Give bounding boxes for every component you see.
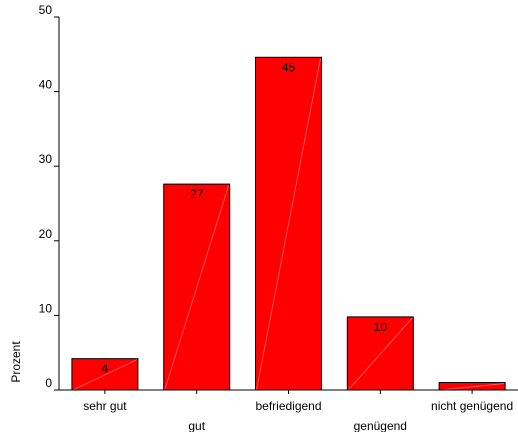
bars-layer: 4 27 45 10 (71, 56, 506, 391)
y-ticks: 0 10 20 30 40 50 (39, 3, 59, 391)
bar-value-label: 10 (374, 320, 388, 334)
y-tick-label: 20 (39, 227, 53, 241)
bar-diagonal-artifact (348, 317, 413, 391)
x-tick-label: gut (188, 419, 205, 432)
y-tick-label: 40 (39, 78, 53, 92)
bar-diagonal-artifact (256, 58, 321, 391)
x-tick-label: sehr gut (83, 399, 127, 413)
y-tick-label: 30 (39, 152, 53, 166)
bar-diagonal-artifact (164, 184, 230, 391)
bar-diagonal-artifact (72, 359, 138, 391)
x-tick-label: nicht genügend (431, 399, 513, 413)
y-tick-label: 50 (39, 3, 53, 17)
x-tick-label: befriedigend (255, 399, 321, 413)
x-tick-labels: sehr gut gut befriedigend genügend nicht gen… (83, 390, 513, 432)
y-tick-label: 0 (45, 376, 52, 390)
bar-value-label: 45 (282, 60, 296, 74)
y-tick-label: 10 (39, 301, 53, 315)
bar-value-label: 27 (190, 187, 204, 201)
bar (71, 358, 139, 391)
y-axis-title: Prozent (9, 341, 23, 383)
x-tick-label: genügend (354, 419, 407, 432)
bar-diagonal-artifact (440, 383, 505, 391)
bar-value-label: 4 (102, 362, 109, 376)
